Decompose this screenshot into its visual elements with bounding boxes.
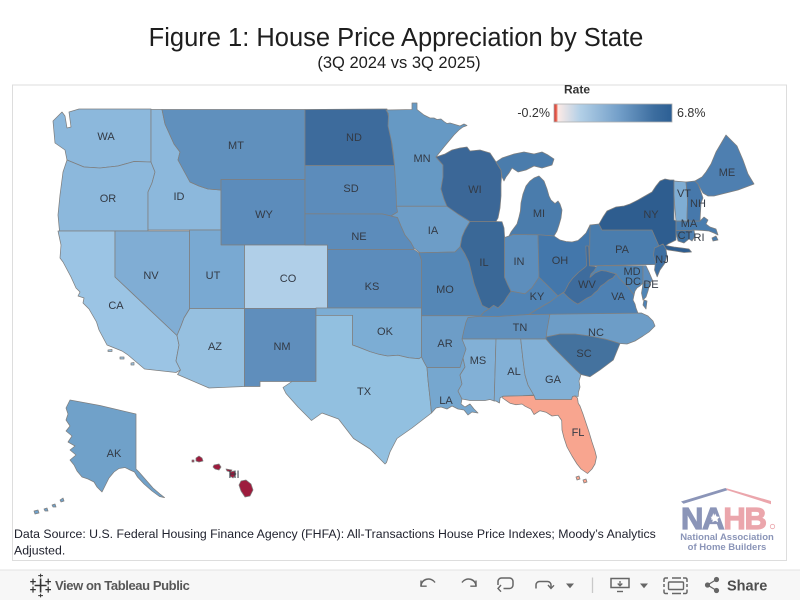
svg-text:NV: NV <box>143 270 159 282</box>
svg-text:Figure 1: House Price Apprecia: Figure 1: House Price Appreciation by St… <box>149 24 644 52</box>
svg-text:KS: KS <box>365 281 380 293</box>
svg-text:WV: WV <box>578 279 596 291</box>
svg-text:NH: NH <box>690 198 706 210</box>
svg-text:VT: VT <box>677 188 691 200</box>
svg-text:NE: NE <box>351 231 366 243</box>
svg-text:VA: VA <box>611 291 626 303</box>
svg-text:Adjusted.: Adjusted. <box>14 544 65 558</box>
svg-text:CA: CA <box>108 300 124 312</box>
svg-text:LA: LA <box>439 395 453 407</box>
svg-text:NC: NC <box>588 327 604 339</box>
svg-text:CO: CO <box>280 273 297 285</box>
svg-text:Share: Share <box>727 579 767 595</box>
svg-text:OR: OR <box>100 193 117 205</box>
svg-text:SC: SC <box>576 348 591 360</box>
svg-text:NJ: NJ <box>655 254 668 266</box>
svg-text:CT: CT <box>678 230 693 242</box>
svg-text:of Home Builders: of Home Builders <box>688 542 767 553</box>
svg-text:AR: AR <box>437 338 452 350</box>
svg-text:IN: IN <box>514 256 525 268</box>
svg-text:NY: NY <box>643 209 659 221</box>
svg-text:AZ: AZ <box>208 341 222 353</box>
svg-text:IL: IL <box>479 257 488 269</box>
svg-text:RI: RI <box>694 232 705 244</box>
svg-text:MT: MT <box>228 140 244 152</box>
svg-text:NM: NM <box>273 341 290 353</box>
svg-text:DE: DE <box>643 279 658 291</box>
svg-text:WI: WI <box>468 184 481 196</box>
svg-text:MA: MA <box>681 218 698 230</box>
svg-text:OK: OK <box>377 326 394 338</box>
svg-text:ID: ID <box>174 191 185 203</box>
svg-text:MN: MN <box>413 153 430 165</box>
svg-text:FL: FL <box>572 427 585 439</box>
svg-text:IA: IA <box>428 225 439 237</box>
svg-text:MI: MI <box>533 208 545 220</box>
svg-text:6.8%: 6.8% <box>677 106 706 120</box>
svg-text:TN: TN <box>513 322 528 334</box>
svg-text:KY: KY <box>530 291 545 303</box>
svg-text:Data Source: U.S. Federal Hous: Data Source: U.S. Federal Housing Financ… <box>14 527 656 541</box>
svg-text:Rate: Rate <box>564 83 590 97</box>
svg-text:PA: PA <box>615 244 630 256</box>
svg-text:TX: TX <box>357 386 372 398</box>
svg-text:AL: AL <box>507 366 520 378</box>
svg-text:WA: WA <box>97 131 115 143</box>
svg-text:AK: AK <box>107 448 122 460</box>
svg-text:UT: UT <box>206 270 221 282</box>
svg-text:SD: SD <box>343 183 358 195</box>
svg-text:GA: GA <box>545 374 562 386</box>
svg-text:OH: OH <box>552 255 569 267</box>
svg-text:HI: HI <box>229 469 240 481</box>
svg-text:DC: DC <box>625 276 641 288</box>
svg-text:MO: MO <box>436 284 454 296</box>
svg-text:National Association: National Association <box>680 532 774 543</box>
svg-text:WY: WY <box>255 209 273 221</box>
svg-text:NAHB: NAHB <box>681 501 766 536</box>
svg-text:View on Tableau Public: View on Tableau Public <box>55 578 190 593</box>
svg-text:MD: MD <box>623 266 640 278</box>
svg-text:ND: ND <box>346 132 362 144</box>
svg-text:-0.2%: -0.2% <box>517 106 550 120</box>
svg-text:MS: MS <box>470 355 487 367</box>
svg-text:ME: ME <box>719 167 736 179</box>
svg-text:(3Q 2024 vs 3Q 2025): (3Q 2024 vs 3Q 2025) <box>317 54 480 72</box>
